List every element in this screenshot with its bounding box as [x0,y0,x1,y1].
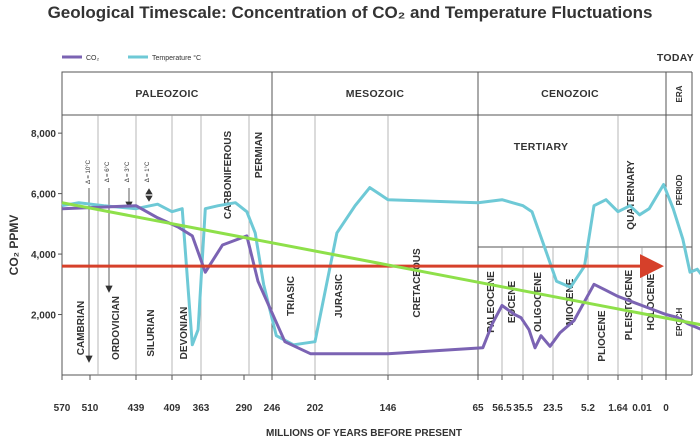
x-tick-label: 246 [264,403,281,414]
x-axis-ticks: 570 510 439 409 363 290 246 202 146 65 56.5 35.5 23.… [54,375,669,414]
temp-delta-4: Δ = 1°C [145,161,151,182]
y-tick-label: 4,000 [31,250,56,261]
era-mesozoic: MESOZOIC [346,88,405,100]
temp-delta-1: Δ = 10°C [86,159,92,184]
row-label-period: PERIOD [675,174,684,205]
x-axis-label: MILLIONS OF YEARS BEFORE PRESENT [266,428,462,439]
x-tick-label: 409 [164,403,181,414]
x-tick-label: 290 [236,403,253,414]
period-cretaceous: CRETACEOUS [412,248,423,318]
epoch-holocene: HOLOCENE [646,273,657,330]
epoch-miocene: MIOCENE [565,278,576,325]
x-tick-label: 23.5 [543,403,563,414]
quaternary-label: QUATERNARY [626,160,637,230]
epoch-pliocene: PLIOCENE [597,310,608,361]
temp-delta-3: Δ = 3°C [125,161,131,182]
x-tick-label: 146 [380,403,397,414]
trend-arrow-line [61,201,700,327]
x-tick-label: 5.2 [581,403,595,414]
period-ordovician: ORDOVICIAN [111,296,122,360]
epoch-eocene: EOCENE [507,281,518,324]
co2-series-line [61,204,700,356]
era-paleozoic: PALEOZOIC [135,88,198,100]
x-tick-label: 1.64 [608,403,628,414]
x-tick-label: 0.01 [632,403,652,414]
x-tick-label: 0 [663,403,669,414]
period-devonian: DEVONIAN [179,307,190,360]
x-tick-label: 510 [82,403,99,414]
temp-delta-2: Δ = 6°C [105,161,111,182]
y-tick-label: 8,000 [31,129,56,140]
epoch-pleistocene: PLEISTOCENE [624,269,635,340]
today-label: TODAY [657,52,694,64]
period-silurian: SILURIAN [146,309,157,356]
y-tick-label: 6,000 [31,190,56,201]
x-tick-label: 202 [307,403,324,414]
x-tick-label: 439 [128,403,145,414]
legend: CO₂ Temperature °C [62,54,201,62]
chart-title: Geological Timescale: Concentration of C… [47,3,653,22]
tertiary-label: TERTIARY [514,141,569,153]
period-jurasic: JURASIC [334,274,345,318]
x-tick-label: 65 [472,403,484,414]
x-tick-label: 363 [193,403,210,414]
epoch-oligocene: OLIGOCENE [533,272,544,332]
legend-co2-label: CO₂ [86,55,100,62]
y-axis-label: CO₂ PPMV [7,215,21,276]
x-tick-label: 56.5 [492,403,512,414]
period-cambrian: CAMBRIAN [76,301,87,355]
chart-frame [61,71,693,376]
y-tick-label: 2,000 [31,311,56,322]
epoch-paleocene: PALEOCENE [486,271,497,333]
period-permian: PERMIAN [254,132,265,178]
y-axis-ticks: 8,000 6,000 4,000 2,000 [31,129,62,322]
period-carboniferous: CARBONIFEROUS [223,131,234,220]
period-triasic: TRIASIC [286,276,297,316]
temp-delta-annotations: Δ = 10°C Δ = 6°C Δ = 3°C Δ = 1°C [85,159,153,363]
x-tick-label: 570 [54,403,71,414]
era-cenozoic: CENOZOIC [541,88,599,100]
legend-temp-label: Temperature °C [152,54,201,62]
x-tick-label: 35.5 [513,403,533,414]
row-label-era: ERA [675,85,684,102]
